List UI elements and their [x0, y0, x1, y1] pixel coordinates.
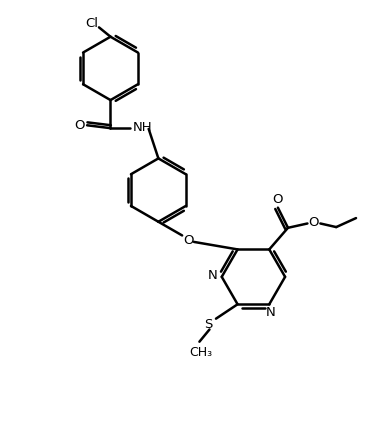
Text: S: S — [205, 318, 213, 330]
Text: O: O — [183, 234, 194, 247]
Text: Cl: Cl — [85, 16, 98, 29]
Text: O: O — [74, 119, 84, 132]
Text: N: N — [208, 269, 218, 282]
Text: CH₃: CH₃ — [190, 346, 213, 359]
Text: NH: NH — [133, 121, 153, 134]
Text: O: O — [272, 193, 283, 206]
Text: O: O — [309, 216, 319, 229]
Text: N: N — [266, 306, 276, 319]
